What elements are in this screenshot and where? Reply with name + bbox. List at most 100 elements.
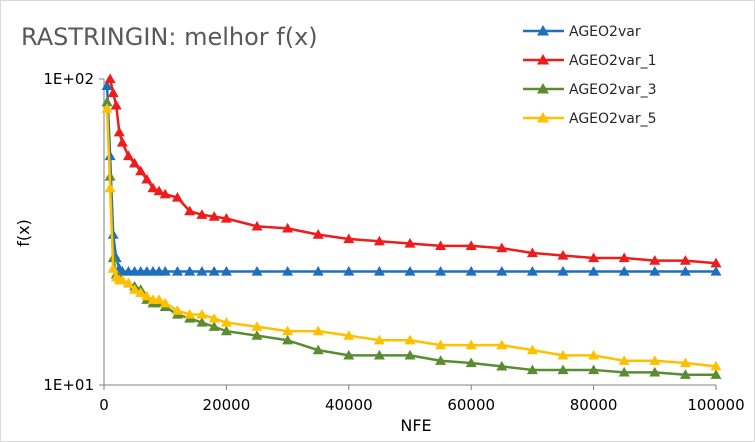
data-point-marker — [465, 357, 477, 368]
data-point-marker — [107, 263, 119, 273]
legend-label: AGEO2var_1 — [569, 53, 656, 69]
data-point-marker — [435, 240, 447, 250]
data-point-marker — [679, 369, 691, 379]
data-point-marker — [196, 209, 208, 219]
data-point-marker — [129, 157, 141, 168]
data-point-marker — [184, 205, 196, 216]
legend-entry: AGEO2var_5 — [523, 111, 656, 127]
data-point-marker — [220, 325, 232, 336]
data-point-marker — [147, 182, 159, 193]
series-AGEO2var_1 — [104, 73, 722, 268]
legend-marker — [537, 83, 549, 94]
data-point-marker — [404, 349, 416, 360]
data-point-marker — [282, 334, 294, 345]
data-point-marker — [184, 265, 196, 276]
data-point-marker — [104, 182, 116, 193]
data-point-marker — [159, 297, 171, 308]
data-point-marker — [373, 349, 385, 360]
data-point-marker — [435, 265, 447, 276]
data-point-marker — [557, 265, 569, 276]
data-point-marker — [122, 277, 134, 288]
data-point-marker — [282, 222, 294, 233]
data-point-marker — [208, 265, 220, 276]
data-point-marker — [710, 369, 722, 379]
data-point-marker — [220, 213, 232, 223]
data-point-marker — [465, 265, 477, 276]
data-point-marker — [679, 357, 691, 368]
series-AGEO2var_5 — [101, 103, 722, 371]
legend-entry: AGEO2var — [523, 24, 641, 40]
data-point-marker — [679, 265, 691, 276]
y-tick-label: 1E+01 — [43, 376, 94, 394]
data-point-marker — [557, 364, 569, 375]
data-point-marker — [312, 325, 324, 336]
data-point-marker — [251, 330, 263, 340]
legend-marker — [537, 25, 549, 36]
data-point-marker — [435, 355, 447, 365]
data-point-marker — [588, 252, 600, 263]
data-point-marker — [373, 265, 385, 276]
data-point-marker — [171, 265, 183, 276]
legend-entry: AGEO2var_3 — [523, 82, 656, 98]
data-point-marker — [208, 312, 220, 323]
data-point-marker — [710, 257, 722, 268]
data-point-marker — [557, 249, 569, 260]
data-point-marker — [101, 103, 113, 113]
data-point-marker — [251, 265, 263, 276]
data-point-marker — [129, 284, 141, 294]
data-point-marker — [196, 308, 208, 319]
data-point-marker — [557, 349, 569, 360]
data-point-marker — [116, 137, 128, 147]
data-point-marker — [141, 173, 153, 184]
x-tick-label: 0 — [99, 396, 109, 414]
data-point-marker — [184, 308, 196, 319]
data-point-marker — [135, 165, 147, 176]
data-point-marker — [171, 305, 183, 315]
data-point-marker — [196, 265, 208, 276]
data-point-marker — [141, 290, 153, 301]
data-point-marker — [312, 265, 324, 276]
data-point-marker — [282, 265, 294, 276]
data-point-marker — [373, 235, 385, 246]
data-point-marker — [110, 99, 122, 110]
data-point-marker — [153, 294, 165, 304]
data-point-marker — [649, 265, 661, 276]
y-axis-label: f(x) — [14, 219, 33, 247]
data-point-marker — [251, 321, 263, 331]
data-point-marker — [171, 191, 183, 202]
series-layer — [101, 73, 722, 379]
data-point-marker — [107, 87, 119, 98]
data-point-marker — [496, 360, 508, 371]
data-point-marker — [343, 349, 355, 360]
y-tick-label: 1E+02 — [43, 70, 94, 88]
data-point-marker — [496, 265, 508, 276]
data-point-marker — [526, 344, 538, 355]
series-line — [105, 108, 717, 368]
data-point-marker — [404, 238, 416, 248]
data-point-marker — [251, 220, 263, 231]
data-point-marker — [208, 321, 220, 331]
data-point-marker — [435, 339, 447, 350]
data-point-marker — [373, 334, 385, 345]
data-point-marker — [496, 242, 508, 253]
x-axis-label: NFE — [400, 416, 431, 435]
data-point-marker — [404, 334, 416, 345]
data-point-marker — [526, 247, 538, 258]
data-point-marker — [312, 344, 324, 355]
x-tick-label: 60000 — [447, 396, 495, 414]
data-point-marker — [679, 255, 691, 265]
data-point-marker — [282, 325, 294, 336]
data-point-marker — [526, 364, 538, 375]
data-point-marker — [618, 355, 630, 365]
data-point-marker — [208, 211, 220, 221]
data-point-marker — [196, 317, 208, 327]
data-point-marker — [122, 150, 134, 161]
legend-label: AGEO2var — [569, 24, 641, 40]
legend-entry: AGEO2var_1 — [523, 53, 656, 69]
data-point-marker — [116, 274, 128, 285]
data-point-marker — [588, 364, 600, 375]
data-point-marker — [465, 339, 477, 350]
data-point-marker — [618, 366, 630, 377]
